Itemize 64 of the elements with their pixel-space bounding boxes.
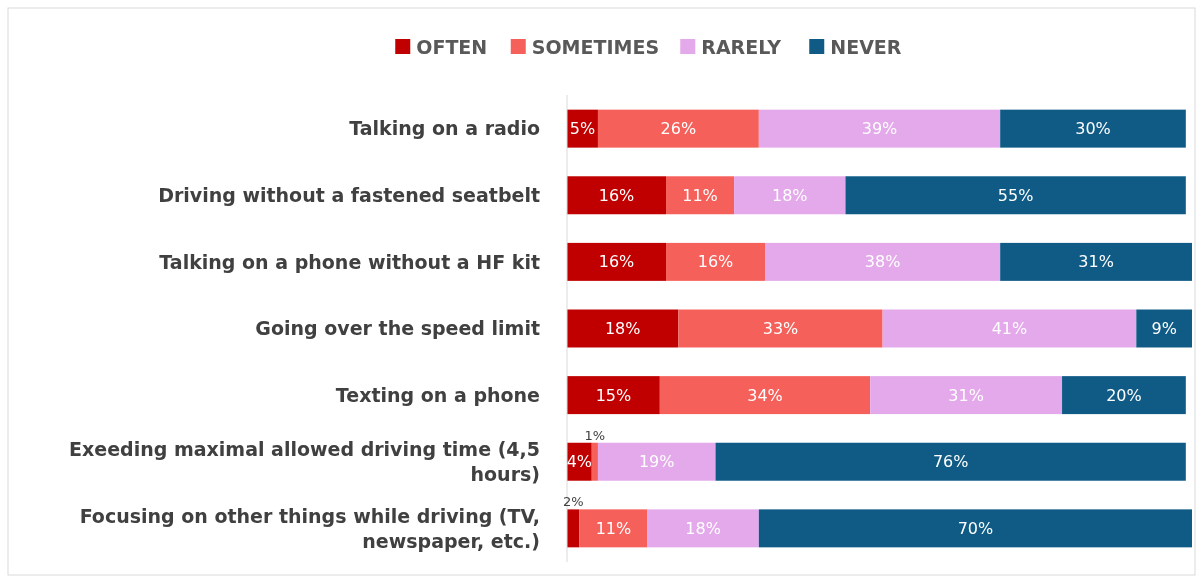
data-label: 9% bbox=[1151, 319, 1177, 339]
bar bbox=[666, 176, 735, 215]
data-label: 18% bbox=[604, 319, 641, 339]
legend-label: RARELY bbox=[701, 35, 782, 58]
bar bbox=[659, 376, 871, 415]
data-label: 31% bbox=[948, 385, 984, 405]
data-label: 11% bbox=[595, 518, 632, 538]
bar bbox=[597, 109, 759, 148]
data-label: 33% bbox=[762, 319, 799, 339]
bar bbox=[870, 376, 1063, 415]
y-tick-label: Talking on a radio bbox=[349, 117, 540, 140]
bar bbox=[758, 509, 1192, 548]
bar bbox=[567, 309, 679, 348]
data-label: 20% bbox=[1106, 385, 1142, 405]
bar bbox=[758, 109, 1001, 148]
bar bbox=[845, 176, 1186, 215]
legend-label: SOMETIMES bbox=[531, 35, 660, 58]
bar bbox=[647, 509, 759, 548]
y-tick-label: Going over the speed limit bbox=[255, 317, 540, 340]
y-tick-label: Texting on a phone bbox=[335, 383, 540, 406]
data-label: 76% bbox=[932, 452, 969, 472]
data-label: 1% bbox=[584, 427, 606, 443]
data-label: 16% bbox=[697, 252, 734, 272]
bar bbox=[666, 242, 766, 281]
data-label: 26% bbox=[660, 119, 697, 139]
data-label: 11% bbox=[682, 185, 718, 205]
legend-label: NEVER bbox=[830, 35, 902, 58]
data-label: 18% bbox=[771, 185, 808, 205]
legend-label: OFTEN bbox=[416, 35, 488, 58]
data-label: 15% bbox=[595, 385, 632, 405]
data-label: 39% bbox=[861, 119, 898, 139]
data-label: 2% bbox=[562, 494, 584, 510]
data-label: 38% bbox=[864, 252, 901, 272]
data-label: 41% bbox=[991, 319, 1028, 339]
bar bbox=[567, 376, 660, 415]
bar bbox=[591, 442, 598, 481]
bar bbox=[567, 242, 667, 281]
data-label: 18% bbox=[685, 518, 721, 538]
data-label: 19% bbox=[638, 452, 675, 472]
y-tick-label: Talking on a phone without a HF kit bbox=[159, 250, 540, 273]
bar bbox=[715, 442, 1186, 481]
bar bbox=[567, 176, 667, 215]
bar bbox=[1062, 376, 1186, 415]
data-label: 34% bbox=[747, 385, 783, 405]
data-label: 70% bbox=[957, 518, 994, 538]
data-label: 16% bbox=[598, 252, 635, 272]
y-tick-label: Exeeding maximal allowed driving time (4,5 hours) bbox=[69, 437, 540, 485]
data-label: 31% bbox=[1078, 252, 1114, 272]
bar bbox=[1000, 109, 1186, 148]
bar bbox=[882, 309, 1137, 348]
y-tick-label: Driving without a fastened seatbelt bbox=[158, 183, 540, 206]
bar bbox=[678, 309, 883, 348]
bar bbox=[1136, 309, 1192, 348]
data-label: 30% bbox=[1075, 119, 1111, 139]
data-label: 16% bbox=[598, 185, 635, 205]
data-label: 5% bbox=[569, 119, 596, 139]
bar bbox=[1000, 242, 1192, 281]
bar bbox=[579, 509, 648, 548]
bar bbox=[765, 242, 1001, 281]
bar bbox=[734, 176, 846, 215]
data-label: 4% bbox=[566, 452, 593, 472]
data-label: 55% bbox=[997, 185, 1034, 205]
bar bbox=[597, 442, 716, 481]
y-tick-label: Focusing on other things while driving (TV, newspaper, etc.) bbox=[79, 504, 540, 552]
